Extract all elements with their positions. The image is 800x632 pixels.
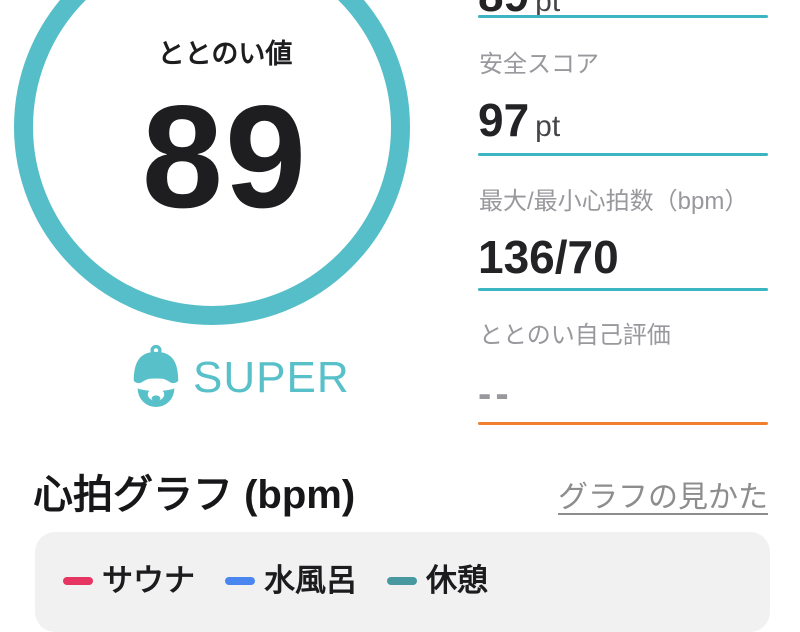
stat-value-clipped: 89 pt [478, 0, 560, 18]
legend-label-kyukei: 休憩 [426, 563, 488, 598]
graph-legend: サウナ 水風呂 休憩 [63, 565, 488, 596]
sauna-line-swatch [63, 576, 93, 585]
rest-line-swatch [387, 576, 417, 585]
stat-clipped-number: 89 [478, 0, 529, 21]
totonoi-gauge-title: ととのい値 [157, 39, 293, 69]
stat-clipped-unit: pt [535, 0, 561, 18]
graph-help-link[interactable]: グラフの見かた [558, 481, 768, 514]
stat-divider [478, 288, 768, 291]
totonoi-rank-badge: SUPER [193, 353, 350, 402]
stat-divider [478, 153, 768, 156]
cold-bath-line-swatch [225, 576, 255, 585]
legend-label-sauna: サウナ [102, 563, 195, 598]
totonoi-result-screen: { "colors": { "ring_teal": "#55bec8", "d… [14, 0, 770, 632]
stat-divider [478, 15, 768, 18]
stat-value-self-rating: -- [478, 372, 513, 416]
stat-label-safety-score: 安全スコア [479, 51, 599, 78]
stat-value-safety-score: 97 pt [478, 97, 560, 143]
legend-label-mizuburo: 水風呂 [264, 563, 357, 598]
safety-score-unit: pt [535, 110, 561, 143]
legend-item-kyukei: 休憩 [387, 565, 488, 596]
stat-divider-orange [478, 422, 768, 425]
sauna-hat-face-icon [127, 344, 185, 410]
safety-score-number: 97 [478, 94, 530, 146]
stat-value-heart-rate: 136/70 [478, 234, 625, 280]
legend-item-sauna: サウナ [63, 565, 195, 596]
legend-item-mizuburo: 水風呂 [225, 565, 357, 596]
stat-label-self-rating: ととのい自己評価 [479, 322, 671, 349]
heart-rate-graph-title: 心拍グラフ (bpm) [33, 473, 356, 517]
totonoi-gauge-value: 89 [141, 75, 309, 238]
stat-label-heart-rate: 最大/最小心拍数（bpm） [479, 188, 749, 215]
heart-rate-number: 136/70 [478, 231, 619, 283]
